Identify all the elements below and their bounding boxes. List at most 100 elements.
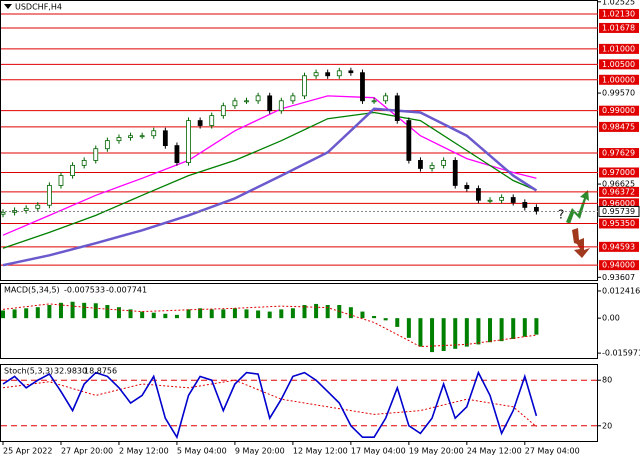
level-box	[599, 43, 639, 54]
indicator-value: 32.9830	[54, 367, 87, 376]
level-box	[599, 22, 639, 33]
histogram-bar	[12, 309, 17, 319]
candle-body	[186, 120, 191, 163]
level-box	[599, 241, 639, 252]
macd-panel	[0, 283, 598, 359]
histogram-bar	[221, 309, 226, 319]
histogram-bar	[360, 311, 365, 319]
candle-body	[81, 160, 87, 166]
y-tick-label: 80	[602, 376, 612, 385]
y-tick-label: -0.015971	[602, 349, 640, 358]
x-tick-label: 25 Apr 2022	[3, 447, 52, 456]
histogram-bar	[453, 318, 458, 349]
histogram-bar	[198, 308, 203, 319]
level-box	[599, 167, 639, 178]
candle-body	[534, 206, 539, 212]
level-box	[599, 198, 639, 209]
candle-body	[394, 95, 400, 121]
candle-body	[510, 197, 516, 203]
candle-body	[522, 202, 528, 208]
candle-body	[476, 188, 481, 201]
candle-body	[406, 120, 412, 161]
level-box	[599, 8, 639, 19]
histogram-bar	[464, 318, 469, 347]
histogram-bar	[70, 301, 75, 319]
histogram-bar	[232, 308, 237, 319]
level-label: 1.00000	[602, 75, 635, 84]
candle-body	[383, 95, 389, 102]
histogram-bar	[441, 318, 446, 351]
histogram-bar	[58, 302, 63, 319]
histogram-bar	[406, 318, 411, 338]
level-box	[599, 74, 639, 85]
histogram-bar	[174, 314, 179, 319]
histogram-bar	[383, 318, 388, 321]
level-label: 1.02130	[602, 9, 635, 18]
candle-body	[232, 100, 238, 107]
last-price-box	[598, 205, 640, 217]
x-tick-label: 17 May 04:00	[351, 447, 406, 456]
y-tick-label: 0.012416	[602, 286, 640, 295]
histogram-bar	[186, 309, 191, 319]
histogram-bar	[395, 318, 400, 327]
candle-body	[348, 70, 354, 74]
indicator-value: -0.007741	[106, 286, 147, 295]
level-label: 0.97000	[602, 168, 635, 177]
x-tick-label: 9 May 20:00	[235, 447, 285, 456]
histogram-bar	[128, 309, 133, 319]
candle-body	[464, 185, 470, 189]
x-tick-label: 2 May 12:00	[119, 447, 169, 456]
level-label: 0.97629	[602, 149, 635, 158]
y-tick-label: 0.00	[602, 314, 620, 323]
level-label: 0.98475	[602, 122, 635, 131]
candle-body	[290, 95, 296, 102]
y-tick-label: 0.99570	[602, 89, 635, 98]
histogram-bar	[325, 305, 330, 319]
histogram-bar	[82, 302, 87, 319]
candle-body	[128, 135, 133, 138]
last-price-label: 0.95739	[602, 207, 635, 216]
candle-body	[302, 75, 307, 97]
histogram-bar	[256, 310, 261, 319]
candle-body	[46, 185, 52, 206]
level-label: 0.95350	[602, 219, 635, 228]
candle-body	[220, 105, 226, 117]
histogram-bar	[522, 318, 527, 337]
level-label: 1.00500	[602, 60, 635, 69]
level-label: 0.96372	[602, 187, 635, 196]
histogram-bar	[372, 315, 377, 319]
histogram-bar	[476, 318, 481, 345]
histogram-bar	[267, 311, 272, 319]
level-label: 1.01000	[602, 44, 635, 53]
y-tick-label: 0.96625	[602, 180, 635, 189]
forecast-mark: ?	[558, 208, 564, 222]
histogram-bar	[279, 309, 284, 319]
histogram-bar	[163, 313, 168, 319]
candle-body	[371, 100, 377, 103]
histogram-bar	[302, 305, 307, 319]
level-box	[599, 105, 639, 116]
histogram-bar	[534, 318, 539, 335]
histogram-bar	[488, 318, 493, 343]
x-tick-label: 19 May 20:00	[409, 447, 464, 456]
indicator-title: MACD(5,34,5)	[4, 286, 60, 295]
chart-title: USDCHF,H4	[15, 3, 62, 12]
histogram-bar	[314, 303, 319, 319]
signal-line	[2, 303, 537, 348]
histogram-bar	[35, 307, 40, 319]
candle-body	[429, 164, 435, 169]
candle-body	[23, 207, 29, 211]
x-tick-label: 5 May 04:00	[177, 447, 227, 456]
histogram-bar	[290, 308, 295, 319]
histogram-bar	[47, 305, 52, 319]
menu-arrow	[4, 4, 12, 9]
stoch-line	[2, 370, 538, 440]
candle-body	[162, 130, 168, 146]
moving-average	[2, 107, 538, 267]
level-label: 0.99000	[602, 106, 635, 115]
y-tick-label: 1.02525	[602, 0, 635, 6]
level-box	[599, 218, 639, 229]
histogram-bar	[209, 309, 214, 319]
down-arrow	[572, 228, 590, 258]
